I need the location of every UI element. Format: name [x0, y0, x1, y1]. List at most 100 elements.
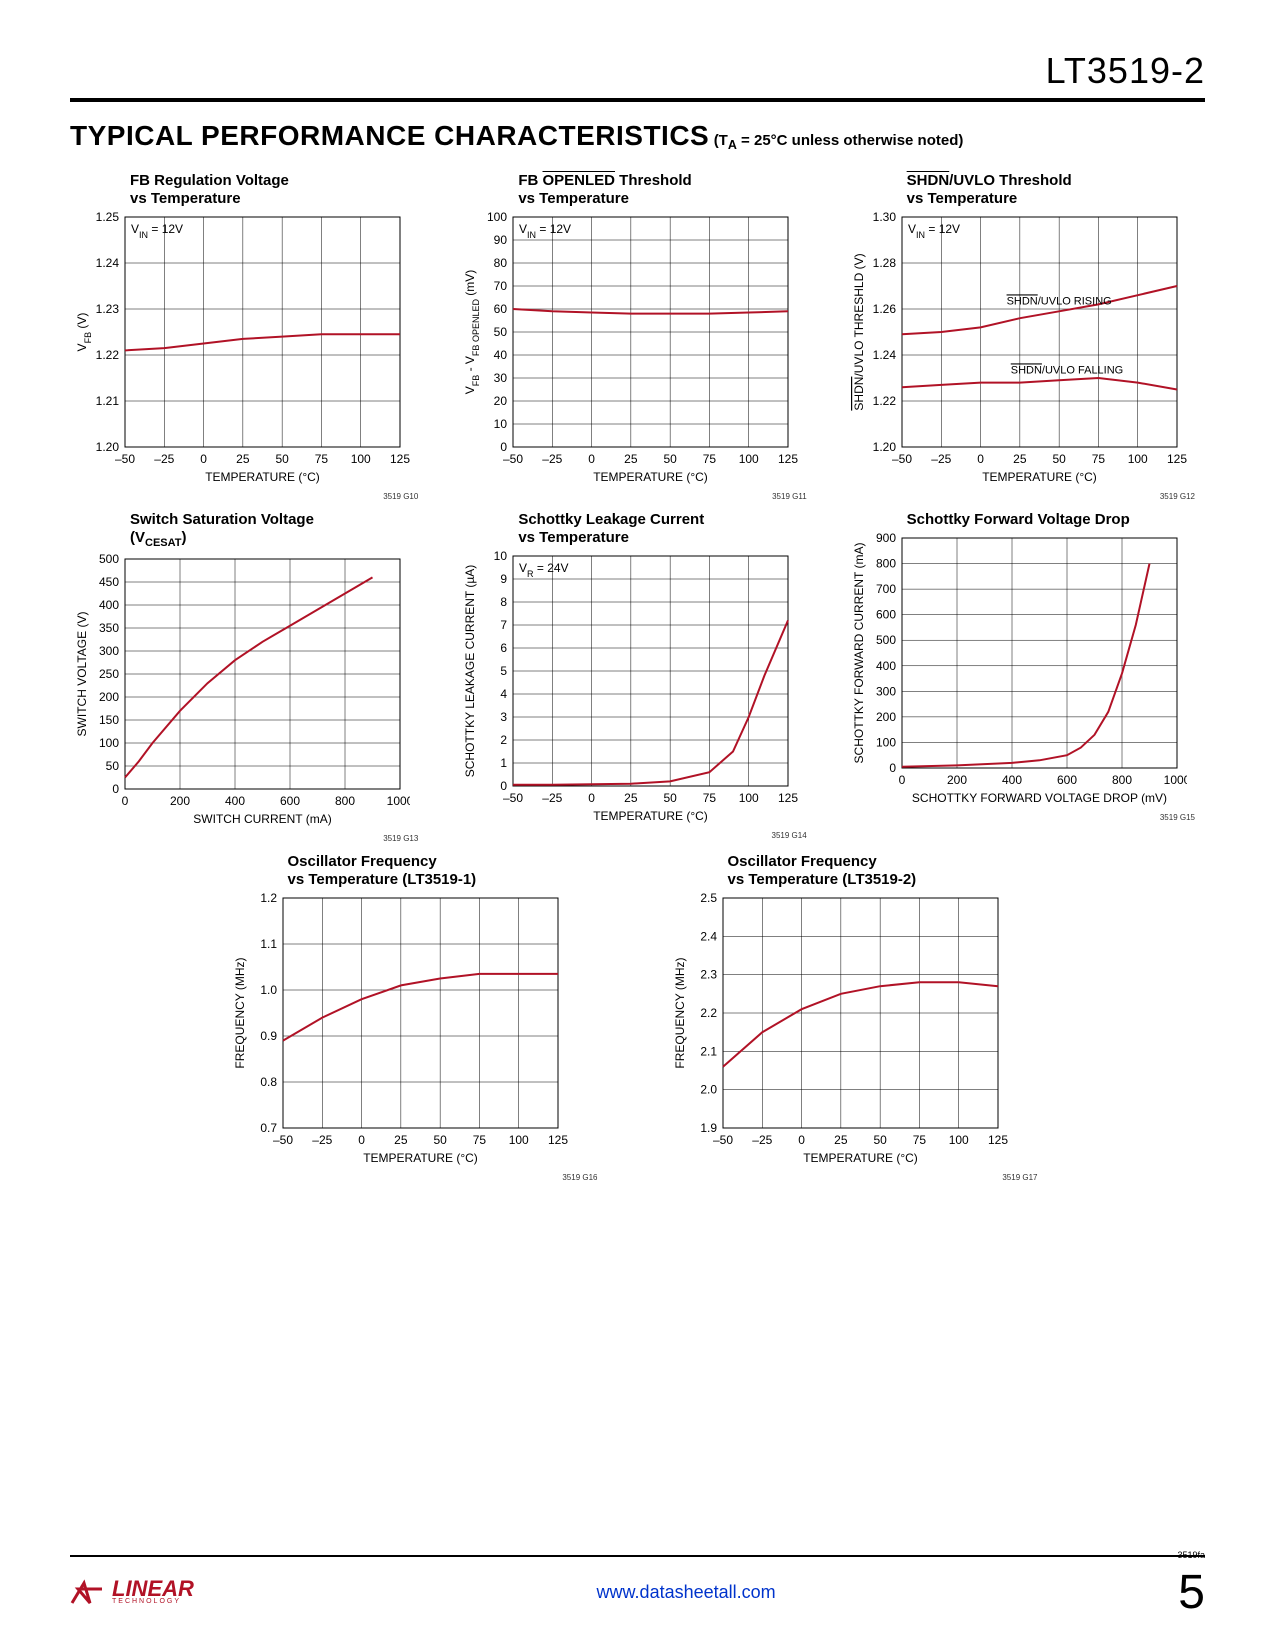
- svg-text:1.20: 1.20: [872, 440, 896, 454]
- svg-text:FREQUENCY (MHz): FREQUENCY (MHz): [673, 958, 687, 1069]
- svg-text:1.24: 1.24: [872, 348, 896, 362]
- svg-text:0.9: 0.9: [260, 1029, 277, 1043]
- svg-text:2.3: 2.3: [700, 968, 717, 982]
- figure-id-g17: 3519 G17: [668, 1173, 1048, 1182]
- chart-svg-g15: 0200400600800100001002003004005006007008…: [847, 533, 1187, 813]
- svg-text:100: 100: [876, 735, 896, 749]
- svg-text:2.1: 2.1: [700, 1045, 717, 1059]
- svg-text:–50: –50: [503, 452, 523, 466]
- svg-text:TEMPERATURE (°C): TEMPERATURE (°C): [594, 470, 709, 484]
- svg-text:25: 25: [1013, 452, 1027, 466]
- chart-g12: SHDN/UVLO Thresholdvs Temperature–50–250…: [847, 172, 1205, 501]
- page-footer: LINEAR TECHNOLOGY www.datasheetall.com 5: [70, 1555, 1205, 1620]
- svg-text:300: 300: [876, 684, 896, 698]
- svg-text:1.28: 1.28: [872, 256, 896, 270]
- svg-text:SCHOTTKY LEAKAGE CURRENT (µA): SCHOTTKY LEAKAGE CURRENT (µA): [463, 565, 477, 778]
- svg-text:75: 75: [472, 1133, 486, 1147]
- svg-text:50: 50: [1052, 452, 1066, 466]
- svg-text:–25: –25: [312, 1133, 332, 1147]
- svg-text:500: 500: [876, 633, 896, 647]
- chart-title-g13: Switch Saturation Voltage(VCESAT): [130, 511, 428, 550]
- chart-svg-g13: 0200400600800100005010015020025030035040…: [70, 554, 410, 834]
- svg-text:75: 75: [1091, 452, 1105, 466]
- svg-text:60: 60: [494, 302, 508, 316]
- svg-text:4: 4: [501, 687, 508, 701]
- chart-title-g16: Oscillator Frequencyvs Temperature (LT35…: [288, 853, 608, 889]
- svg-text:125: 125: [778, 452, 798, 466]
- svg-text:–50: –50: [503, 791, 523, 805]
- svg-text:25: 25: [625, 791, 639, 805]
- svg-text:TEMPERATURE (°C): TEMPERATURE (°C): [363, 1151, 478, 1165]
- svg-text:450: 450: [99, 575, 119, 589]
- svg-text:25: 25: [236, 452, 250, 466]
- svg-text:9: 9: [501, 572, 508, 586]
- svg-text:125: 125: [390, 452, 410, 466]
- svg-text:–50: –50: [272, 1133, 292, 1147]
- svg-text:250: 250: [99, 667, 119, 681]
- chart-svg-g10: –50–2502550751001251.201.211.221.231.241…: [70, 212, 410, 492]
- svg-text:1.1: 1.1: [260, 937, 277, 951]
- svg-text:2.5: 2.5: [700, 893, 717, 905]
- svg-text:0: 0: [889, 761, 896, 775]
- svg-text:400: 400: [1002, 773, 1022, 787]
- svg-text:300: 300: [99, 644, 119, 658]
- figure-id-g10: 3519 G10: [70, 492, 428, 501]
- svg-text:350: 350: [99, 621, 119, 635]
- svg-text:–50: –50: [712, 1133, 732, 1147]
- figure-id-g15: 3519 G15: [847, 813, 1205, 822]
- svg-text:75: 75: [912, 1133, 926, 1147]
- chart-title-g15: Schottky Forward Voltage Drop: [907, 511, 1205, 529]
- svg-text:0: 0: [501, 779, 508, 793]
- svg-text:TEMPERATURE (°C): TEMPERATURE (°C): [803, 1151, 918, 1165]
- svg-text:0: 0: [358, 1133, 365, 1147]
- svg-text:25: 25: [834, 1133, 848, 1147]
- svg-text:1.23: 1.23: [96, 302, 120, 316]
- svg-text:1.20: 1.20: [96, 440, 120, 454]
- chart-g14: Schottky Leakage Currentvs Temperature –5…: [458, 511, 816, 843]
- svg-text:40: 40: [494, 348, 508, 362]
- svg-text:0: 0: [501, 440, 508, 454]
- svg-text:1: 1: [501, 756, 508, 770]
- figure-id-g14: 3519 G14: [458, 831, 816, 840]
- svg-text:80: 80: [494, 256, 508, 270]
- svg-text:1.9: 1.9: [700, 1121, 717, 1135]
- svg-text:SCHOTTKY FORWARD CURRENT (mA): SCHOTTKY FORWARD CURRENT (mA): [852, 543, 866, 764]
- svg-text:TEMPERATURE (°C): TEMPERATURE (°C): [594, 809, 709, 823]
- svg-text:600: 600: [1057, 773, 1077, 787]
- svg-text:1.0: 1.0: [260, 983, 277, 997]
- svg-text:TEMPERATURE (°C): TEMPERATURE (°C): [982, 470, 1097, 484]
- chart-grid-2col: Oscillator Frequencyvs Temperature (LT35…: [228, 853, 1048, 1182]
- svg-text:100: 100: [487, 212, 507, 224]
- svg-text:2: 2: [501, 733, 508, 747]
- svg-text:8: 8: [501, 595, 508, 609]
- chart-grid-3col: FB Regulation Voltagevs Temperature–50–2…: [70, 172, 1205, 843]
- svg-text:–25: –25: [543, 452, 563, 466]
- svg-text:SWITCH VOLTAGE (V): SWITCH VOLTAGE (V): [75, 612, 89, 737]
- svg-text:1.21: 1.21: [96, 394, 120, 408]
- svg-text:70: 70: [494, 279, 508, 293]
- svg-text:200: 200: [170, 794, 190, 808]
- svg-text:6: 6: [501, 641, 508, 655]
- svg-text:100: 100: [739, 452, 759, 466]
- svg-text:2.2: 2.2: [700, 1006, 717, 1020]
- svg-text:400: 400: [876, 659, 896, 673]
- svg-text:800: 800: [335, 794, 355, 808]
- section-header: TYPICAL PERFORMANCE CHARACTERISTICS (TA …: [70, 120, 1205, 152]
- svg-text:–25: –25: [931, 452, 951, 466]
- svg-text:50: 50: [433, 1133, 447, 1147]
- svg-text:75: 75: [315, 452, 329, 466]
- svg-text:1000: 1000: [1163, 773, 1186, 787]
- chart-svg-g17: –50–2502550751001251.92.02.12.22.32.42.5…: [668, 893, 1008, 1173]
- svg-text:90: 90: [494, 233, 508, 247]
- svg-text:1.30: 1.30: [872, 212, 896, 224]
- chart-title-g17: Oscillator Frequencyvs Temperature (LT35…: [728, 853, 1048, 889]
- chart-g13: Switch Saturation Voltage(VCESAT)0200400…: [70, 511, 428, 843]
- svg-text:SHDN/UVLO RISING: SHDN/UVLO RISING: [1006, 295, 1111, 307]
- chart-svg-g16: –50–2502550751001250.70.80.91.01.11.2TEM…: [228, 893, 568, 1173]
- svg-text:0: 0: [589, 452, 596, 466]
- logo-mark-icon: [70, 1579, 106, 1607]
- chart-title-g14: Schottky Leakage Currentvs Temperature: [518, 511, 816, 547]
- svg-text:TEMPERATURE (°C): TEMPERATURE (°C): [205, 470, 320, 484]
- footer-url[interactable]: www.datasheetall.com: [597, 1582, 776, 1603]
- figure-id-g12: 3519 G12: [847, 492, 1205, 501]
